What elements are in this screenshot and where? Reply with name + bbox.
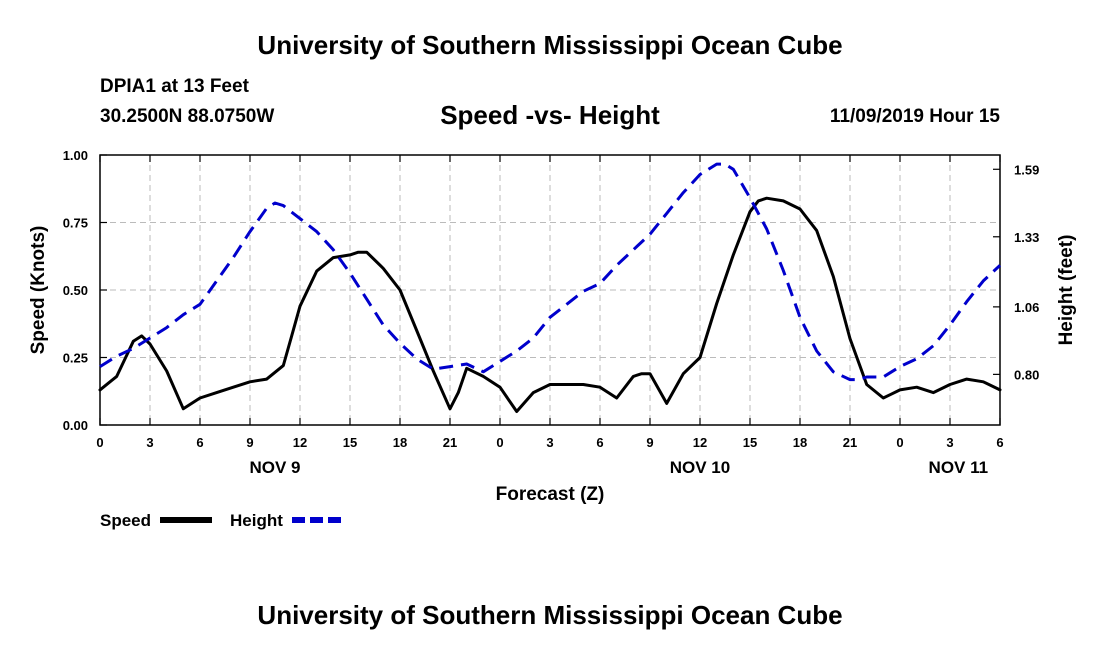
- x-tick-label: 6: [996, 435, 1003, 450]
- x-tick-label: 3: [146, 435, 153, 450]
- y-axis-label: Speed (Knots): [28, 226, 49, 355]
- x-tick-label: 21: [443, 435, 457, 450]
- x-tick-label: 6: [196, 435, 203, 450]
- y2-tick-label: 0.80: [1014, 367, 1039, 382]
- chart-title: Speed -vs- Height: [440, 100, 660, 130]
- x-tick-label: 9: [646, 435, 653, 450]
- x-tick-label: 18: [793, 435, 807, 450]
- y2-tick-label: 1.06: [1014, 300, 1039, 315]
- y2-axis-label: Height (feet): [1056, 235, 1077, 346]
- day-label: NOV 10: [670, 458, 730, 477]
- height-series-line: [99, 162, 1002, 382]
- y2-tick-label: 1.59: [1014, 162, 1039, 177]
- legend-label-speed: Speed: [100, 511, 151, 530]
- y2-tick-label: 1.33: [1014, 230, 1039, 245]
- x-tick-label: 3: [946, 435, 953, 450]
- legend-label-height: Height: [230, 511, 283, 530]
- speed-series-line: [98, 196, 1002, 413]
- x-tick-label: 12: [693, 435, 707, 450]
- x-tick-label: 15: [743, 435, 757, 450]
- x-tick-label: 12: [293, 435, 307, 450]
- bottom-title: University of Southern Mississippi Ocean…: [257, 600, 843, 630]
- station-label: DPIA1 at 13 Feet: [100, 76, 249, 97]
- x-tick-label: 0: [896, 435, 903, 450]
- y-tick-label: 1.00: [63, 148, 88, 163]
- x-tick-label: 0: [96, 435, 103, 450]
- date-label: 11/09/2019 Hour 15: [829, 106, 1000, 127]
- x-tick-label: 0: [496, 435, 503, 450]
- x-axis-label: Forecast (Z): [496, 484, 605, 505]
- top-title: University of Southern Mississippi Ocean…: [257, 30, 843, 60]
- y-tick-label: 0.50: [63, 283, 88, 298]
- coordinates-label: 30.2500N 88.0750W: [100, 106, 275, 127]
- x-tick-label: 9: [246, 435, 253, 450]
- day-label: NOV 9: [249, 458, 300, 477]
- x-tick-label: 21: [843, 435, 857, 450]
- day-label: NOV 11: [929, 458, 989, 477]
- y-tick-label: 0.75: [63, 216, 88, 231]
- x-tick-label: 6: [596, 435, 603, 450]
- x-tick-label: 18: [393, 435, 407, 450]
- y-tick-label: 0.00: [63, 418, 88, 433]
- x-tick-label: 3: [546, 435, 553, 450]
- y-tick-label: 0.25: [63, 351, 88, 366]
- x-tick-label: 15: [343, 435, 357, 450]
